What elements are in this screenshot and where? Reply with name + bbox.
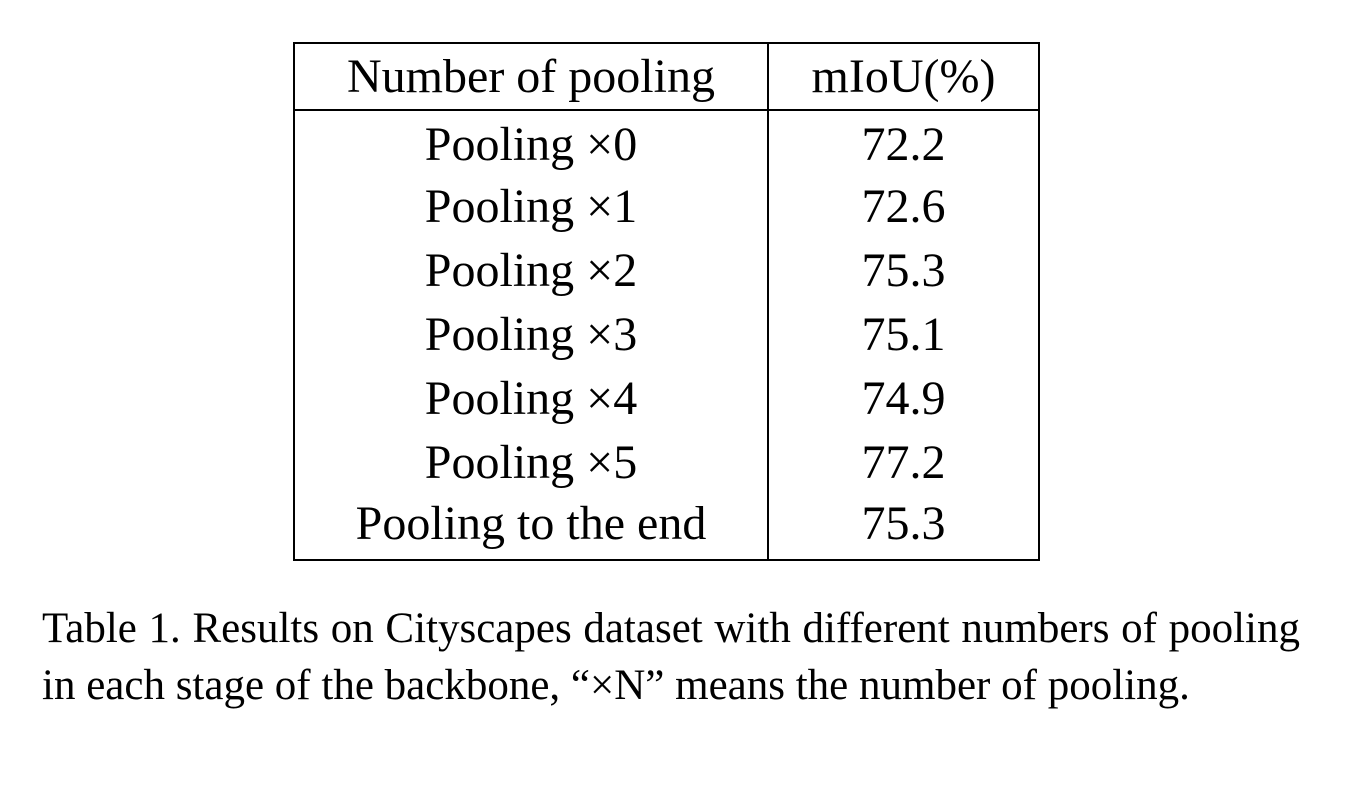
- pooling-cell: Pooling to the end: [293, 495, 769, 561]
- table-row: Pooling ×5 77.2: [293, 431, 1040, 495]
- miou-cell: 74.9: [767, 367, 1040, 431]
- miou-cell: 72.2: [767, 110, 1040, 175]
- miou-cell: 75.3: [767, 495, 1040, 561]
- pooling-cell: Pooling ×1: [293, 175, 769, 239]
- table-row: Pooling ×1 72.6: [293, 175, 1040, 239]
- miou-cell: 72.6: [767, 175, 1040, 239]
- miou-cell: 75.3: [767, 239, 1040, 303]
- pooling-cell: Pooling ×3: [293, 303, 769, 367]
- pooling-cell: Pooling ×2: [293, 239, 769, 303]
- table-header-row: Number of pooling mIoU(%): [293, 42, 1040, 111]
- header-miou: mIoU(%): [767, 42, 1040, 111]
- table-row: Pooling ×2 75.3: [293, 239, 1040, 303]
- miou-cell: 75.1: [767, 303, 1040, 367]
- table-row: Pooling ×4 74.9: [293, 367, 1040, 431]
- pooling-cell: Pooling ×5: [293, 431, 769, 495]
- header-number-of-pooling: Number of pooling: [293, 42, 769, 111]
- miou-cell: 77.2: [767, 431, 1040, 495]
- table-row: Pooling ×0 72.2: [293, 110, 1040, 175]
- table-row: Pooling ×3 75.1: [293, 303, 1040, 367]
- results-table-container: Number of pooling mIoU(%) Pooling ×0 72.…: [293, 42, 1040, 561]
- table-caption: Table 1. Results on Cityscapes dataset w…: [42, 605, 1300, 709]
- pooling-cell: Pooling ×0: [293, 110, 769, 175]
- results-table: Number of pooling mIoU(%) Pooling ×0 72.…: [293, 42, 1040, 561]
- pooling-cell: Pooling ×4: [293, 367, 769, 431]
- table-row: Pooling to the end 75.3: [293, 495, 1040, 561]
